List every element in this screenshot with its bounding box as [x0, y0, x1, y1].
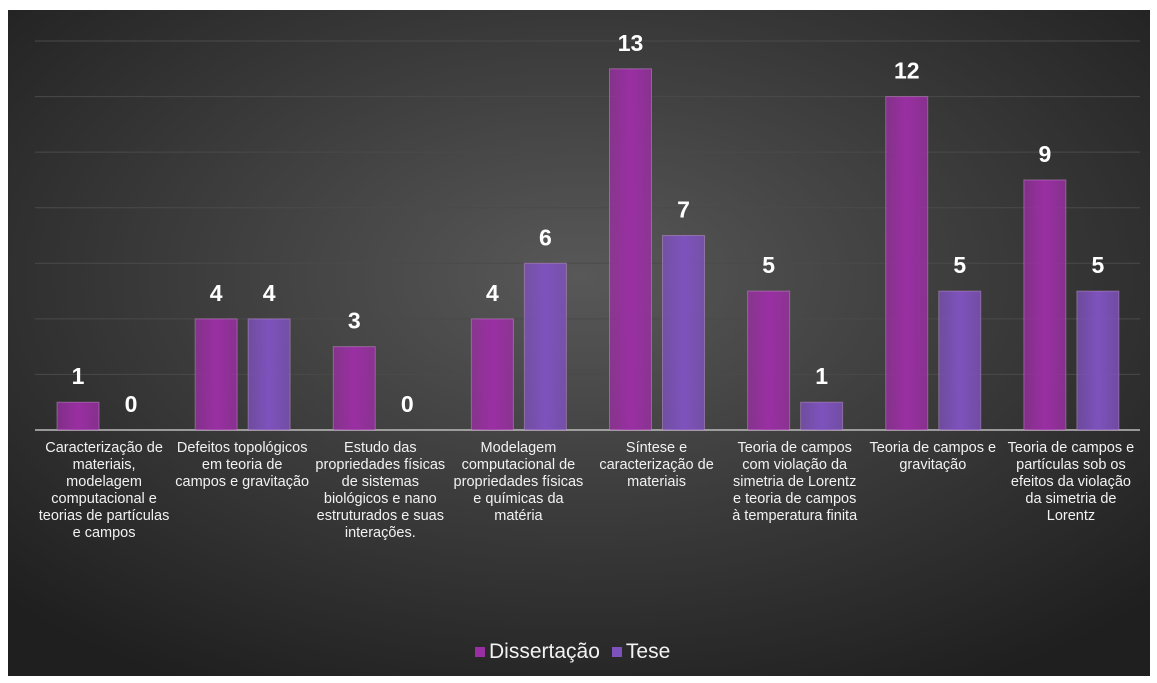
data-label: 0: [401, 391, 414, 417]
bar: [1023, 179, 1067, 431]
data-label: 4: [210, 280, 223, 306]
data-label: 1: [72, 363, 85, 389]
legend-label: Dissertação: [489, 640, 600, 663]
x-tick-label: Modelagem computacional de propriedades …: [453, 440, 584, 524]
x-tick-label: Teoria de campos e gravitação: [869, 440, 997, 473]
bar: [938, 290, 982, 431]
data-label: 7: [677, 197, 690, 223]
data-label: 12: [894, 58, 920, 84]
bar: [662, 235, 705, 431]
bar: [194, 318, 238, 431]
bar: [885, 96, 929, 431]
x-tick-label: Estudo das propriedades físicas de siste…: [315, 440, 446, 541]
legend-item: Tese: [611, 640, 671, 664]
legend-swatch: [475, 647, 485, 657]
x-tick-label: Defeitos topológicos em teoria de campos…: [175, 440, 310, 490]
data-label: 5: [953, 252, 966, 278]
x-tick-label: Caracterização de materiais, modelagem c…: [38, 440, 170, 541]
data-label: 0: [125, 391, 138, 417]
bar: [523, 262, 567, 431]
legend-item: Dissertação: [475, 640, 600, 664]
data-label: 5: [1091, 252, 1104, 278]
legend-label: Tese: [625, 640, 671, 663]
data-label: 9: [1038, 141, 1051, 167]
data-label: 5: [762, 252, 775, 278]
data-label: 1: [815, 363, 828, 389]
bar: [470, 318, 514, 431]
x-tick-label: Teoria de campos e partículas sob os efe…: [1007, 440, 1135, 524]
bar: [609, 68, 652, 431]
data-label: 3: [348, 308, 361, 334]
data-label: 4: [263, 280, 276, 306]
bar: [747, 290, 791, 431]
bar: [1076, 290, 1120, 431]
bar: [56, 401, 100, 431]
legend-swatch: [611, 647, 622, 657]
bar: [247, 318, 291, 431]
x-tick-label: Síntese e caracterização de materiais: [599, 440, 714, 490]
bar: [800, 401, 844, 431]
data-label: 6: [539, 224, 552, 250]
data-label: 13: [618, 30, 644, 56]
data-label: 4: [486, 280, 499, 306]
x-tick-label: Teoria de campos com violação da simetri…: [732, 440, 858, 524]
bar: [332, 346, 376, 431]
